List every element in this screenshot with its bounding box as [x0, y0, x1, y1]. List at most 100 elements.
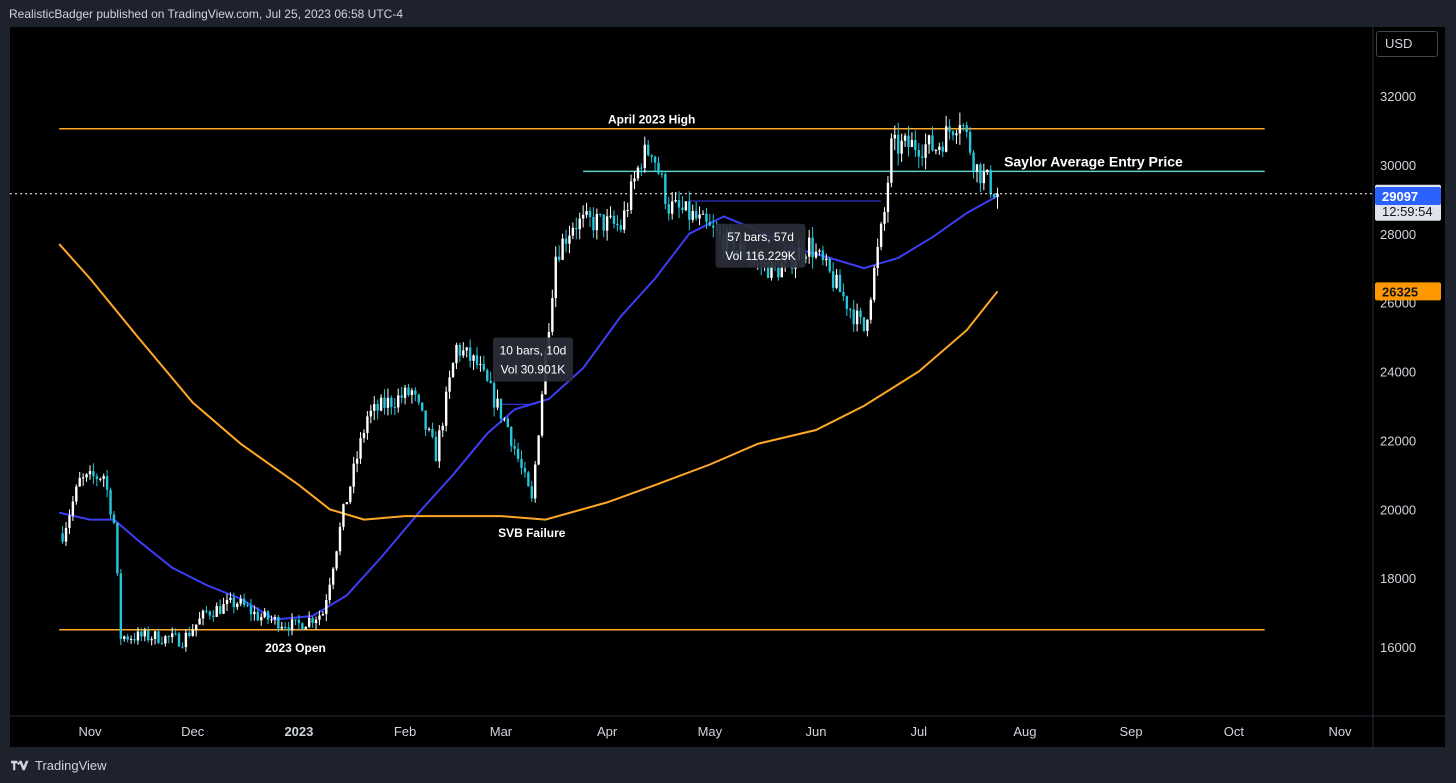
candle-body[interactable]: [167, 636, 170, 638]
candle-body[interactable]: [112, 514, 116, 523]
candle-body[interactable]: [239, 598, 242, 604]
candle-body[interactable]: [972, 152, 975, 171]
candle-body[interactable]: [61, 533, 64, 542]
candle-body[interactable]: [807, 237, 811, 257]
moving-average-line[interactable]: [58, 195, 998, 621]
candle-body[interactable]: [290, 619, 294, 631]
candle-body[interactable]: [537, 435, 540, 465]
candle-body[interactable]: [400, 395, 403, 398]
candle-body[interactable]: [71, 501, 75, 516]
candle-body[interactable]: [441, 425, 444, 431]
candle-body[interactable]: [708, 221, 712, 226]
candle-body[interactable]: [307, 617, 311, 627]
candle-body[interactable]: [886, 182, 890, 212]
candle-body[interactable]: [355, 458, 359, 464]
candle-body[interactable]: [554, 256, 557, 299]
candle-body[interactable]: [766, 261, 770, 278]
candle-body[interactable]: [657, 162, 660, 174]
candle-body[interactable]: [369, 410, 373, 417]
candle-body[interactable]: [828, 258, 831, 272]
candle-body[interactable]: [263, 611, 266, 617]
candle-body[interactable]: [102, 476, 105, 479]
candle-body[interactable]: [551, 298, 554, 332]
candle-body[interactable]: [944, 126, 948, 152]
candle-body[interactable]: [585, 210, 588, 215]
candle-body[interactable]: [609, 215, 612, 217]
candle-body[interactable]: [568, 235, 571, 244]
candle-body[interactable]: [362, 432, 366, 439]
candle-body[interactable]: [873, 268, 876, 300]
candle-body[interactable]: [164, 636, 167, 644]
candle-body[interactable]: [383, 397, 386, 408]
candle-body[interactable]: [88, 471, 92, 475]
candle-body[interactable]: [907, 135, 910, 148]
candle-body[interactable]: [95, 476, 99, 480]
candle-body[interactable]: [444, 391, 448, 426]
candle-body[interactable]: [349, 486, 352, 503]
candle-body[interactable]: [825, 258, 828, 261]
candle-body[interactable]: [170, 633, 174, 638]
candle-body[interactable]: [688, 201, 691, 220]
candle-body[interactable]: [397, 395, 400, 408]
candle-body[interactable]: [314, 619, 318, 624]
candle-body[interactable]: [647, 144, 650, 156]
candle-body[interactable]: [653, 156, 657, 163]
candle-body[interactable]: [489, 380, 492, 384]
candle-body[interactable]: [492, 383, 496, 408]
candle-body[interactable]: [499, 398, 503, 419]
candle-body[interactable]: [157, 631, 160, 644]
candle-body[interactable]: [643, 144, 646, 168]
currency-selector[interactable]: USD: [1376, 31, 1438, 57]
candle-body[interactable]: [804, 256, 807, 259]
candle-body[interactable]: [910, 140, 914, 148]
candle-body[interactable]: [965, 125, 968, 132]
candle-body[interactable]: [691, 211, 694, 220]
candle-body[interactable]: [479, 363, 482, 365]
candle-body[interactable]: [975, 164, 979, 171]
candle-body[interactable]: [105, 476, 109, 490]
candle-body[interactable]: [506, 418, 510, 427]
candle-body[interactable]: [242, 598, 246, 606]
candle-body[interactable]: [335, 551, 338, 569]
candle-body[interactable]: [218, 605, 222, 614]
candle-body[interactable]: [849, 309, 852, 311]
candle-body[interactable]: [561, 238, 564, 260]
candle-body[interactable]: [331, 568, 335, 585]
candle-body[interactable]: [129, 639, 133, 641]
candle-body[interactable]: [225, 600, 229, 605]
candle-body[interactable]: [284, 626, 287, 628]
candle-body[interactable]: [838, 274, 842, 293]
candle-body[interactable]: [147, 630, 150, 641]
candle-body[interactable]: [986, 169, 989, 173]
candle-body[interactable]: [184, 632, 188, 648]
candle-body[interactable]: [468, 347, 472, 361]
candle-body[interactable]: [311, 617, 314, 624]
candle-body[interactable]: [903, 135, 907, 141]
candle-body[interactable]: [85, 474, 88, 478]
candle-body[interactable]: [650, 155, 653, 157]
candle-body[interactable]: [304, 626, 307, 630]
candle-body[interactable]: [287, 627, 290, 631]
candle-body[interactable]: [434, 436, 438, 462]
candle-body[interactable]: [876, 247, 879, 269]
candle-body[interactable]: [417, 394, 420, 403]
price-tag[interactable]: 29097: [1375, 186, 1441, 205]
candle-body[interactable]: [811, 237, 814, 258]
candle-body[interactable]: [386, 397, 390, 408]
candle-body[interactable]: [564, 238, 568, 244]
candle-body[interactable]: [188, 632, 191, 636]
candle-body[interactable]: [232, 597, 236, 608]
candle-body[interactable]: [328, 584, 331, 600]
candle-body[interactable]: [438, 430, 441, 462]
candle-body[interactable]: [270, 619, 273, 621]
candle-body[interactable]: [968, 131, 972, 153]
candle-body[interactable]: [472, 355, 475, 361]
candle-body[interactable]: [266, 611, 270, 620]
candle-body[interactable]: [78, 477, 81, 487]
candle-body[interactable]: [996, 193, 999, 198]
candle-body[interactable]: [599, 213, 602, 215]
candle-body[interactable]: [955, 133, 958, 136]
candle-body[interactable]: [342, 504, 345, 527]
candle-body[interactable]: [294, 619, 297, 621]
candle-body[interactable]: [962, 125, 965, 127]
